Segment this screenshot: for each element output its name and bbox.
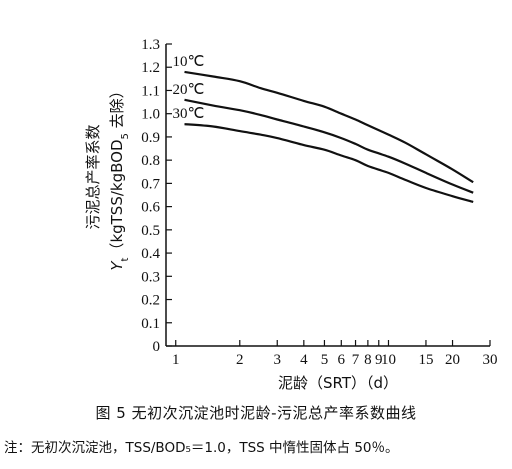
y-tick-label: 1.0 xyxy=(141,107,160,123)
series-lines xyxy=(184,70,474,204)
x-tick-label: 9 xyxy=(375,352,383,368)
y-tick-label: 0.2 xyxy=(141,293,160,309)
series-line-1 xyxy=(184,98,474,194)
x-tick-label: 3 xyxy=(273,352,281,368)
x-tick-label: 2 xyxy=(236,352,244,368)
y-axis-label: 污泥总产率系数 Yt（kgTSS/kgBOD5 去除） xyxy=(84,83,131,270)
series-label-1: 20℃ xyxy=(173,82,205,98)
x-tick-label: 1 xyxy=(172,352,180,368)
series-line-2 xyxy=(184,123,474,204)
y-tick-label: 0 xyxy=(153,339,161,355)
y-tick-label: 1.2 xyxy=(141,60,160,76)
y-tick-label: 0.8 xyxy=(141,153,160,169)
x-tick-label: 5 xyxy=(321,352,329,368)
y-tick-label: 0.6 xyxy=(141,200,160,216)
y-tick-label: 0.4 xyxy=(141,246,160,262)
x-axis-label: 泥龄（SRT）（d） xyxy=(278,374,398,392)
x-tick-label: 20 xyxy=(445,352,460,368)
figure-caption: 图 5 无初次沉淀池时泥龄-污泥总产率系数曲线 xyxy=(95,404,417,422)
series-labels: 10℃ 20℃ 30℃ xyxy=(173,54,205,122)
y-axis-label-line2: Yt（kgTSS/kgBOD5 去除） xyxy=(108,83,131,270)
y-tick-label: 1.3 xyxy=(141,37,160,53)
x-tick-label: 8 xyxy=(364,352,372,368)
y-axis-label-line1: 污泥总产率系数 xyxy=(84,124,102,229)
y-tick-label: 0.3 xyxy=(141,269,160,285)
chart: 0 0.1 0.2 0.3 0.4 0.5 0.6 0.7 0.8 0.9 1.0 1.1 1.2 1.3… xyxy=(84,37,498,392)
series-label-2: 30℃ xyxy=(173,106,205,122)
y-tick-label: 1.1 xyxy=(141,83,160,99)
series-label-0: 10℃ xyxy=(173,54,205,70)
y-tick-label: 0.9 xyxy=(141,130,160,146)
y-axis-ticks: 0 0.1 0.2 0.3 0.4 0.5 0.6 0.7 0.8 0.9 1.0 1.1 1.2 1.3 xyxy=(141,37,172,355)
x-tick-label: 10 xyxy=(381,352,396,368)
y-tick-label: 0.7 xyxy=(141,176,160,192)
chart-axes xyxy=(165,44,490,347)
x-tick-label: 30 xyxy=(483,352,498,368)
series-line-0 xyxy=(184,70,474,184)
x-tick-label: 15 xyxy=(418,352,433,368)
x-tick-label: 6 xyxy=(338,352,346,368)
y-tick-label: 0.5 xyxy=(141,223,160,239)
y-tick-label: 0.1 xyxy=(141,316,160,332)
figure-note: 注：无初次沉淀池，TSS/BOD₅＝1.0，TSS 中惰性固体占 50％。 xyxy=(4,440,399,456)
x-axis-ticks: 1 2 3 4 5 6 7 8 910 15 20 30 xyxy=(172,340,498,368)
x-tick-label: 4 xyxy=(300,352,308,368)
x-tick-label: 7 xyxy=(352,352,360,368)
